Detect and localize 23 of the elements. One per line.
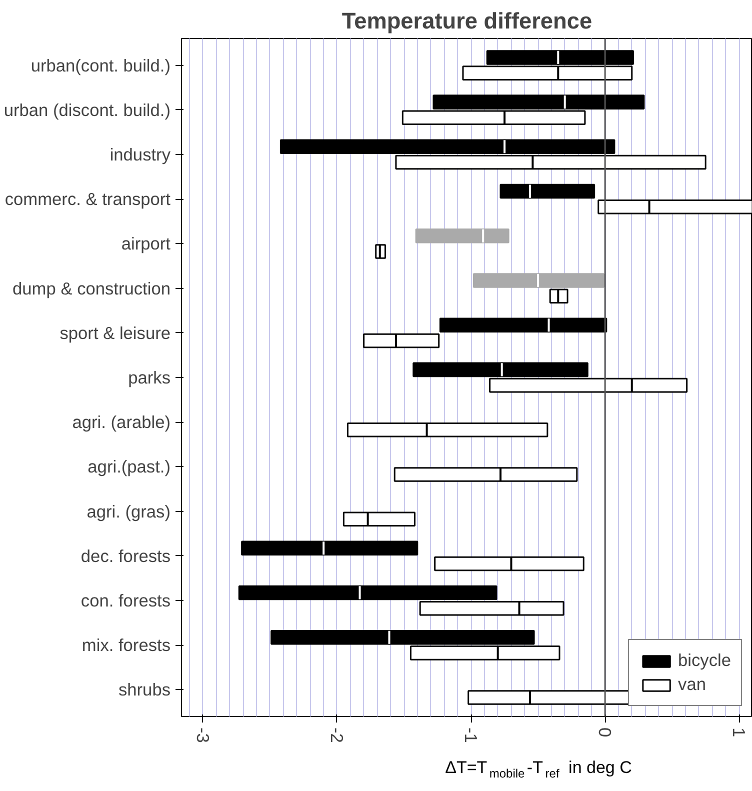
y-tick-label: agri. (arable): [72, 412, 170, 432]
y-tick-label: mix. forests: [82, 635, 171, 656]
y-tick-label: urban (discont. build.): [4, 100, 171, 120]
legend-label: bicycle: [678, 650, 731, 671]
x-tick-label: -3: [192, 728, 213, 743]
y-tick-label: shrubs: [118, 680, 171, 700]
y-tick-label: con. forests: [80, 590, 171, 611]
y-tick-label: airport: [121, 234, 171, 254]
y-tick-label: dump & construction: [12, 278, 171, 298]
x-tick-label: 0: [595, 728, 616, 738]
y-tick-label: parks: [128, 368, 171, 388]
chart-title: Temperature difference: [342, 8, 592, 34]
x-tick-label: -1: [461, 728, 482, 743]
y-tick-label: urban(cont. build.): [30, 55, 171, 76]
legend-label: van: [678, 674, 706, 695]
y-tick-label: industry: [110, 144, 171, 164]
x-tick-label: -2: [326, 728, 347, 743]
y-tick-label: agri.(past.): [88, 456, 171, 477]
y-tick-label: sport & leisure: [60, 322, 171, 343]
x-tick-label: 1: [729, 728, 750, 738]
y-tick-label: dec. forests: [80, 546, 171, 566]
y-tick-label: commerc. & transport: [4, 189, 171, 210]
y-tick-label: agri. (gras): [86, 501, 171, 522]
